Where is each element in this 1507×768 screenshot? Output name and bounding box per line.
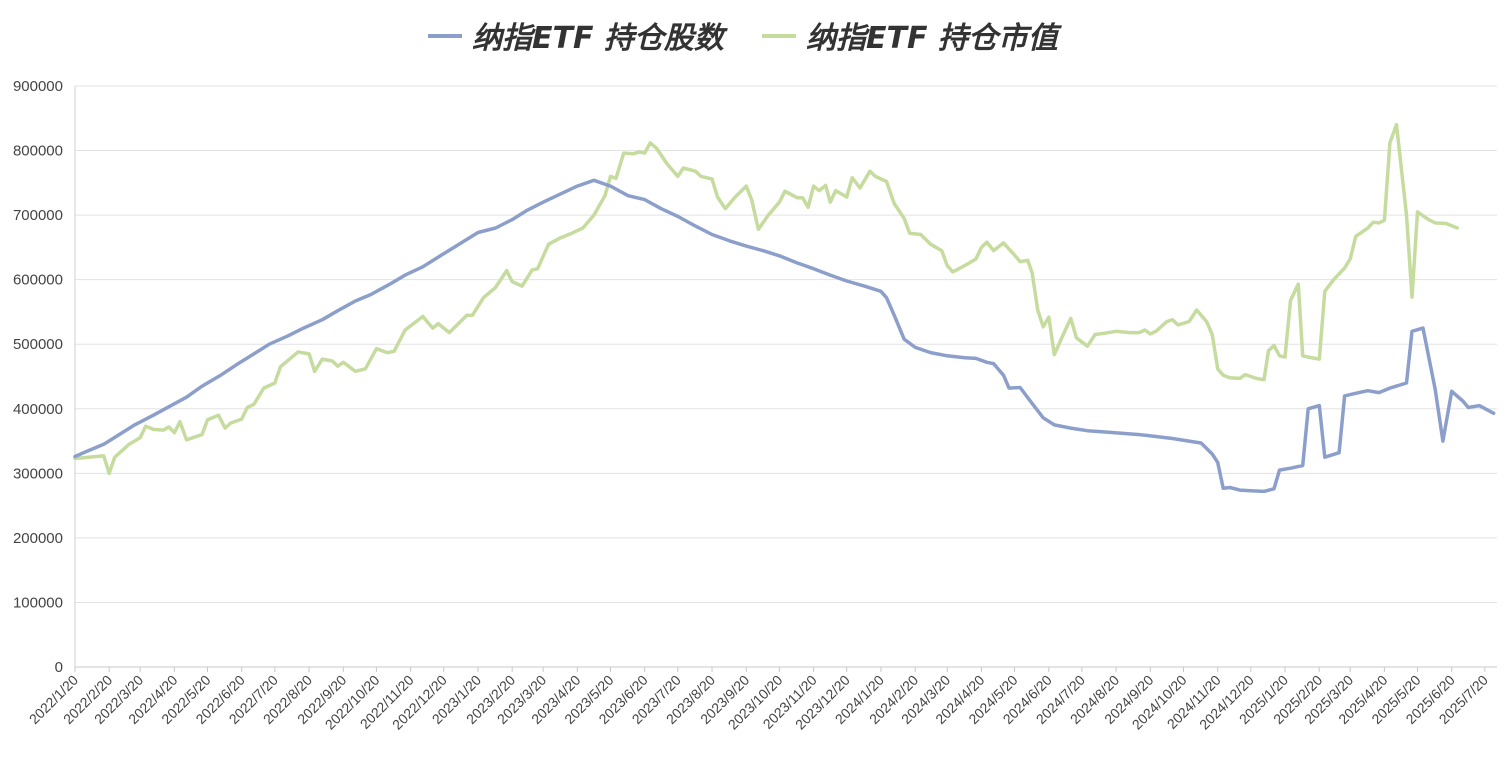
y-tick-label: 300000 — [13, 465, 63, 482]
y-tick-label: 700000 — [13, 207, 63, 224]
legend-label-value: 纳指ETF 持仓市值 — [806, 21, 1063, 56]
series-line-shares — [73, 178, 1496, 494]
y-tick-label: 100000 — [13, 594, 63, 611]
legend-label-shares: 纳指ETF 持仓股数 — [472, 21, 728, 56]
y-tick-label: 600000 — [13, 272, 63, 289]
y-tick-label: 400000 — [13, 401, 63, 418]
y-tick-label: 800000 — [13, 143, 63, 160]
y-tick-label: 900000 — [13, 78, 63, 95]
x-axis: 2022/1/202022/2/202022/3/202022/4/202022… — [26, 667, 1491, 733]
series-group — [73, 122, 1496, 494]
y-tick-label: 200000 — [13, 530, 63, 547]
series-line-value — [73, 122, 1460, 476]
gridlines — [75, 85, 1497, 668]
y-tick-label: 500000 — [13, 336, 63, 353]
chart-legend: 纳指ETF 持仓股数 纳指ETF 持仓市值 — [428, 21, 1063, 56]
y-axis: 0 100000 200000 300000 400000 500000 600000 700… — [13, 78, 76, 676]
y-tick-label: 0 — [55, 659, 63, 676]
